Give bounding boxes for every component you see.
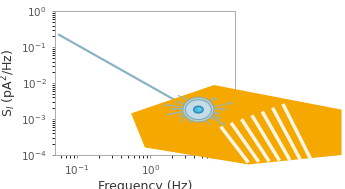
Polygon shape bbox=[131, 85, 342, 164]
Ellipse shape bbox=[186, 100, 211, 120]
Ellipse shape bbox=[183, 97, 214, 122]
Ellipse shape bbox=[198, 108, 201, 111]
X-axis label: Frequency (Hz): Frequency (Hz) bbox=[98, 180, 192, 189]
Ellipse shape bbox=[194, 106, 203, 113]
Y-axis label: S$_I$ (pA$^2$/Hz): S$_I$ (pA$^2$/Hz) bbox=[0, 49, 19, 117]
